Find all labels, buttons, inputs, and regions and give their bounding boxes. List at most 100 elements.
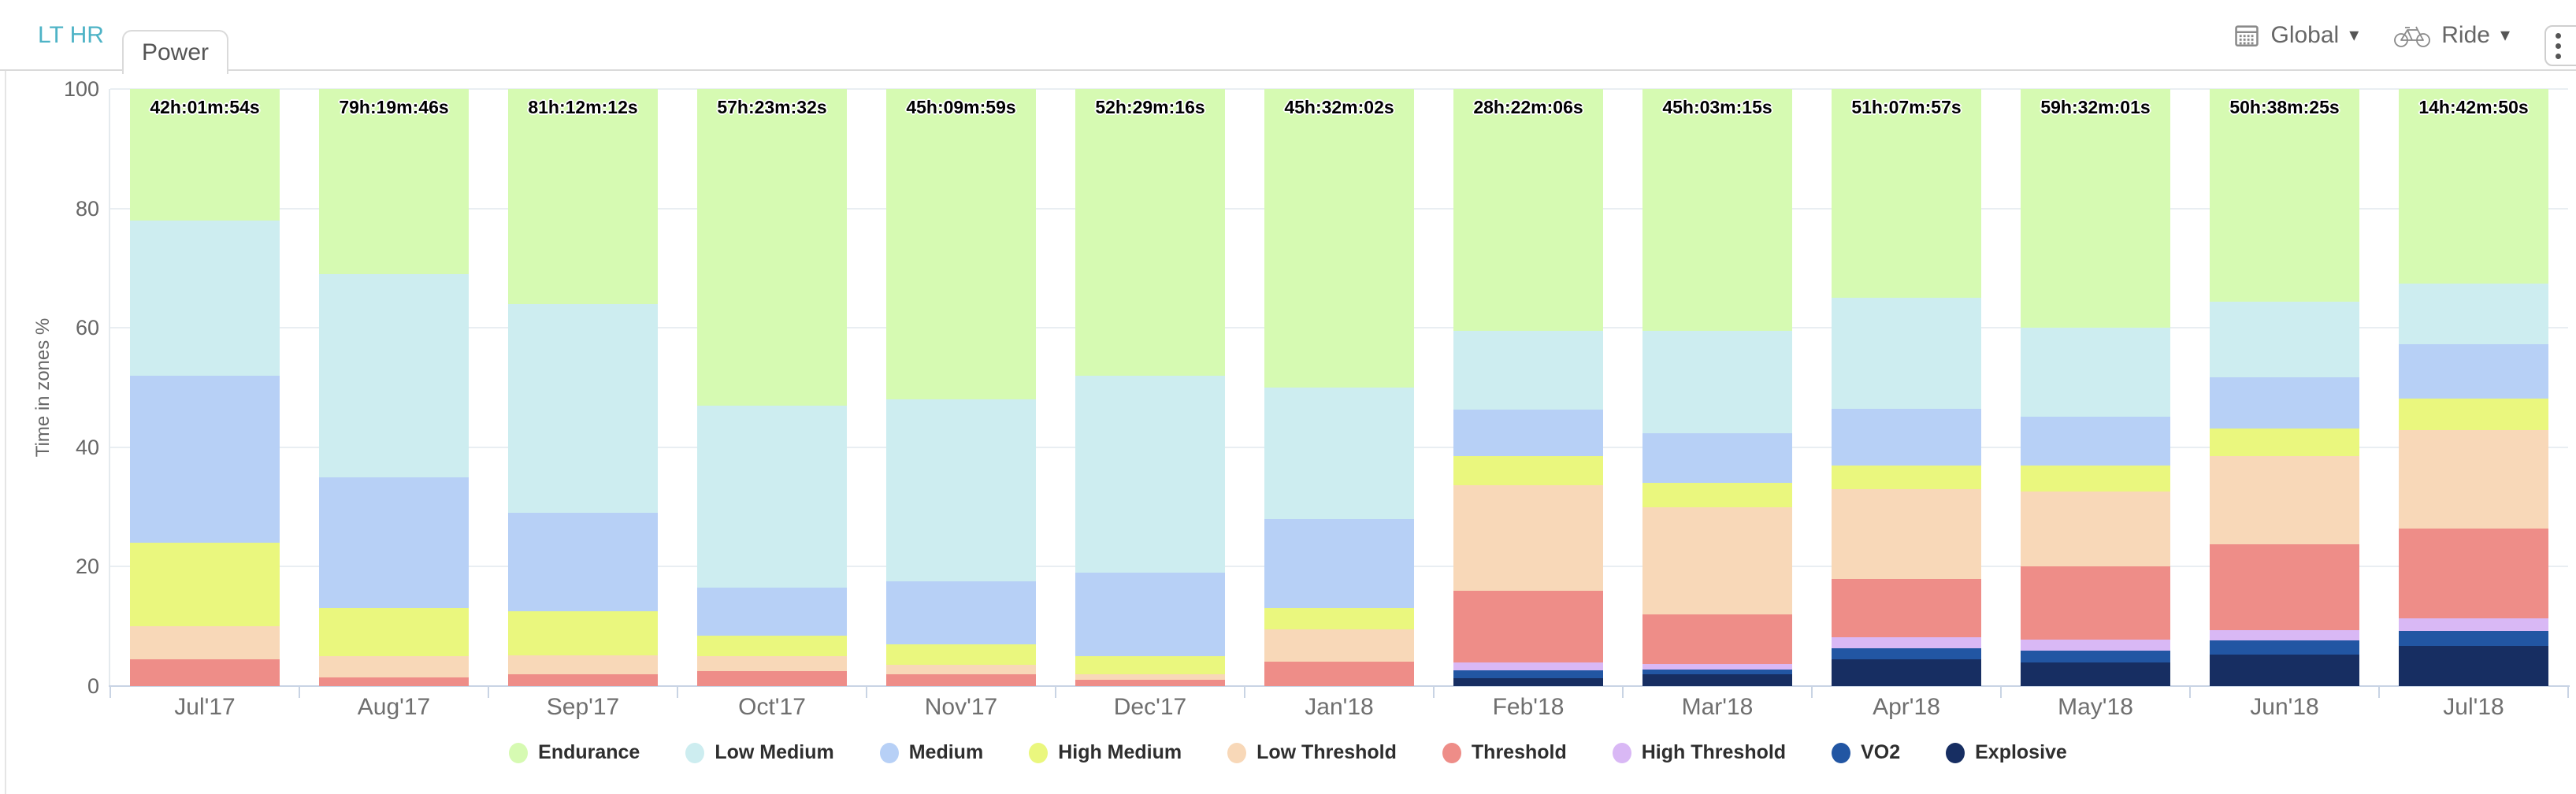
grouping-dropdown[interactable]: Global ▾ — [2233, 22, 2359, 49]
legend-item-medium[interactable]: Medium — [879, 741, 983, 764]
bar-segment-medium[interactable] — [319, 477, 469, 609]
bar-segment-high-medium[interactable] — [2021, 466, 2170, 492]
bar-segment-low-medium[interactable] — [886, 399, 1036, 582]
bar-segment-endurance[interactable] — [886, 89, 1036, 400]
bar-segment-high-medium[interactable] — [1453, 456, 1603, 486]
bar-segment-high-medium[interactable] — [2399, 398, 2548, 430]
legend-item-vo2[interactable]: VO2 — [1832, 741, 1900, 764]
bar-segment-medium[interactable] — [886, 581, 1036, 644]
bar-segment-low-threshold[interactable] — [1832, 488, 1981, 579]
bar-segment-high-threshold[interactable] — [1832, 636, 1981, 649]
bar-segment-endurance[interactable] — [2210, 89, 2359, 302]
bar-segment-endurance[interactable] — [1453, 89, 1603, 331]
bar-segment-low-medium[interactable] — [1832, 298, 1981, 409]
legend-item-low-medium[interactable]: Low Medium — [685, 741, 834, 764]
bar-segment-low-medium[interactable] — [697, 405, 847, 588]
bar-segment-low-threshold[interactable] — [319, 656, 469, 677]
bar-segment-low-threshold[interactable] — [1642, 506, 1792, 615]
bar-segment-high-medium[interactable] — [1264, 608, 1414, 629]
bar-segment-vo2[interactable] — [1832, 648, 1981, 659]
bar-segment-low-threshold[interactable] — [2210, 456, 2359, 544]
legend-item-high-threshold[interactable]: High Threshold — [1612, 741, 1786, 764]
bar-segment-high-threshold[interactable] — [2021, 639, 2170, 651]
bar-segment-endurance[interactable] — [1075, 89, 1225, 376]
bar-segment-low-medium[interactable] — [2210, 301, 2359, 378]
bar-segment-threshold[interactable] — [697, 671, 847, 686]
bar-segment-medium[interactable] — [1642, 433, 1792, 484]
bar-segment-threshold[interactable] — [1832, 578, 1981, 637]
bar-segment-low-medium[interactable] — [2021, 328, 2170, 417]
bar-segment-medium[interactable] — [2021, 417, 2170, 466]
bar-segment-low-medium[interactable] — [1453, 331, 1603, 410]
bar-segment-low-medium[interactable] — [130, 220, 280, 376]
bar-segment-high-threshold[interactable] — [1453, 662, 1603, 671]
bar-segment-high-medium[interactable] — [2210, 428, 2359, 457]
bar-segment-medium[interactable] — [697, 587, 847, 636]
bar-segment-medium[interactable] — [508, 513, 658, 612]
bar-segment-high-medium[interactable] — [508, 611, 658, 655]
legend-item-threshold[interactable]: Threshold — [1442, 741, 1567, 764]
bar-segment-endurance[interactable] — [508, 89, 658, 304]
bar-segment-explosive[interactable] — [1832, 659, 1981, 686]
bar-segment-low-threshold[interactable] — [1264, 629, 1414, 662]
chart-menu-button[interactable] — [2544, 25, 2576, 66]
bar-segment-low-threshold[interactable] — [2021, 491, 2170, 567]
bar-segment-threshold[interactable] — [1642, 614, 1792, 664]
bar-segment-low-medium[interactable] — [1642, 331, 1792, 434]
bar-segment-low-medium[interactable] — [1075, 375, 1225, 573]
bar-segment-threshold[interactable] — [886, 673, 1036, 686]
bar-segment-vo2[interactable] — [2021, 651, 2170, 663]
bar-segment-high-medium[interactable] — [1832, 465, 1981, 489]
bar-segment-endurance[interactable] — [130, 89, 280, 221]
legend-item-high-medium[interactable]: High Medium — [1029, 741, 1182, 764]
legend-item-low-threshold[interactable]: Low Threshold — [1227, 741, 1397, 764]
bar-segment-medium[interactable] — [1075, 573, 1225, 657]
bar-segment-threshold[interactable] — [1264, 661, 1414, 686]
bar-segment-explosive[interactable] — [2021, 662, 2170, 686]
bar-segment-low-threshold[interactable] — [697, 656, 847, 672]
bar-segment-threshold[interactable] — [2021, 566, 2170, 640]
bar-segment-vo2[interactable] — [2210, 640, 2359, 655]
sport-dropdown[interactable]: Ride ▾ — [2393, 22, 2510, 49]
bar-segment-high-threshold[interactable] — [2210, 629, 2359, 640]
bar-segment-explosive[interactable] — [1642, 673, 1792, 686]
bar-segment-endurance[interactable] — [1832, 89, 1981, 299]
bar-segment-medium[interactable] — [2399, 343, 2548, 399]
bar-segment-high-medium[interactable] — [697, 635, 847, 657]
bar-segment-medium[interactable] — [1453, 410, 1603, 457]
bar-segment-endurance[interactable] — [2399, 89, 2548, 284]
bar-segment-low-medium[interactable] — [508, 303, 658, 514]
bar-segment-low-threshold[interactable] — [130, 626, 280, 659]
bar-segment-high-threshold[interactable] — [1642, 663, 1792, 670]
bar-segment-medium[interactable] — [130, 375, 280, 544]
bar-segment-low-threshold[interactable] — [886, 665, 1036, 674]
bar-segment-endurance[interactable] — [1264, 89, 1414, 388]
bar-segment-medium[interactable] — [1264, 518, 1414, 609]
bar-segment-vo2[interactable] — [1642, 669, 1792, 674]
bar-segment-threshold[interactable] — [1075, 680, 1225, 686]
bar-segment-low-medium[interactable] — [1264, 388, 1414, 519]
bar-segment-threshold[interactable] — [130, 659, 280, 686]
bar-segment-low-medium[interactable] — [2399, 284, 2548, 344]
legend-item-endurance[interactable]: Endurance — [509, 741, 640, 764]
bar-segment-medium[interactable] — [1832, 408, 1981, 466]
bar-segment-low-threshold[interactable] — [1453, 485, 1603, 591]
bar-segment-threshold[interactable] — [508, 673, 658, 686]
bar-segment-endurance[interactable] — [1642, 89, 1792, 331]
bar-segment-explosive[interactable] — [2399, 646, 2548, 686]
bar-segment-endurance[interactable] — [697, 89, 847, 406]
bar-segment-threshold[interactable] — [1453, 590, 1603, 662]
bar-segment-low-medium[interactable] — [319, 273, 469, 477]
bar-segment-high-medium[interactable] — [319, 608, 469, 657]
tab-power[interactable]: Power — [122, 30, 228, 74]
bar-segment-endurance[interactable] — [319, 89, 469, 274]
bar-segment-high-medium[interactable] — [1642, 483, 1792, 507]
bar-segment-high-threshold[interactable] — [2399, 618, 2548, 631]
bar-segment-high-medium[interactable] — [886, 644, 1036, 666]
legend-item-explosive[interactable]: Explosive — [1946, 741, 2067, 764]
bar-segment-high-medium[interactable] — [1075, 656, 1225, 674]
bar-segment-threshold[interactable] — [319, 677, 469, 686]
bar-segment-low-threshold[interactable] — [508, 655, 658, 674]
tab-lt-hr[interactable]: LT HR — [38, 22, 104, 48]
bar-segment-high-medium[interactable] — [130, 543, 280, 627]
